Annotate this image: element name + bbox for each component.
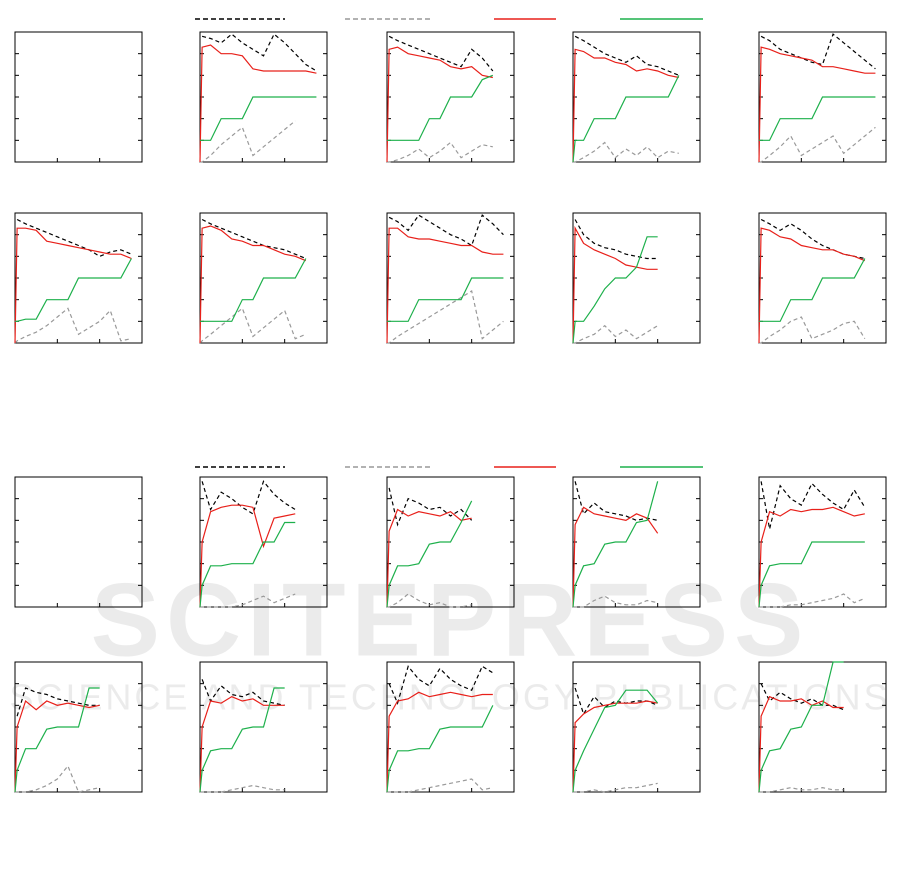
panel (386, 212, 515, 344)
series-line (759, 258, 866, 322)
series-line (201, 33, 317, 72)
series-line (387, 141, 493, 163)
series-line (199, 521, 296, 608)
series-line (386, 691, 493, 793)
series-line (386, 508, 472, 608)
series-line (386, 227, 504, 344)
series-line (573, 141, 679, 163)
series-line (199, 307, 307, 344)
series-line (572, 236, 658, 344)
series-line (758, 506, 865, 608)
series-line (199, 44, 317, 163)
panel (386, 31, 515, 163)
series-line (572, 689, 659, 793)
series-line (572, 506, 659, 608)
panel (572, 661, 701, 793)
series-line (758, 695, 844, 793)
plot-frame (572, 212, 701, 344)
series-line (200, 96, 317, 141)
watermark-subtitle: SCIENCE AND TECHNOLOGY PUBLICATIONS (9, 677, 890, 718)
panel (758, 661, 887, 793)
panel (199, 212, 328, 344)
series-line (573, 782, 658, 793)
panel (199, 31, 328, 163)
series-line (387, 778, 493, 793)
series-line (387, 277, 504, 322)
watermark-title: SCITEPRESS (91, 562, 810, 678)
panel (14, 476, 143, 608)
series-line (200, 784, 285, 793)
panel (199, 476, 328, 608)
series-line (386, 705, 494, 793)
series-line (572, 481, 659, 608)
series-line (200, 258, 307, 322)
panel (758, 476, 887, 608)
panel (386, 661, 515, 793)
panel (572, 476, 701, 608)
series-line (758, 46, 876, 163)
series-line (760, 218, 865, 260)
series-line (199, 225, 307, 344)
series-line (759, 96, 876, 141)
panel (199, 661, 328, 793)
series-line (388, 35, 494, 72)
series-line (388, 214, 504, 247)
series-line (574, 219, 658, 260)
series-line (14, 307, 132, 344)
series-line (387, 290, 504, 344)
series-line (388, 665, 494, 705)
panel (758, 31, 887, 163)
panel (14, 661, 143, 793)
series-line (758, 661, 844, 793)
series-line (200, 120, 296, 163)
panel (14, 31, 143, 163)
series-line (201, 218, 307, 260)
series-line (574, 35, 680, 76)
series-line (199, 504, 296, 608)
series-line (15, 258, 132, 322)
panel (758, 212, 887, 344)
series-line (759, 593, 866, 608)
series-line (199, 687, 285, 793)
series-line (759, 126, 876, 163)
series-line (387, 593, 472, 608)
series-line (758, 227, 866, 344)
series-line (760, 481, 866, 530)
series-line (758, 541, 865, 608)
series-line (573, 324, 658, 344)
series-line (572, 700, 658, 793)
series-line (572, 75, 680, 163)
series-line (759, 787, 844, 793)
plot-frame (14, 31, 143, 163)
panel (14, 212, 143, 344)
series-line (16, 218, 132, 258)
series-line (14, 227, 132, 344)
series-line (200, 593, 296, 608)
series-line (14, 687, 100, 793)
series-line (16, 687, 100, 717)
series-line (574, 481, 658, 521)
series-line (572, 48, 679, 163)
panel (386, 476, 515, 608)
panel (572, 212, 701, 344)
series-line (386, 500, 473, 608)
series-line (386, 46, 493, 163)
series-line (387, 74, 494, 141)
panel (572, 31, 701, 163)
series-line (573, 595, 658, 608)
series-line (388, 487, 473, 527)
series-line (572, 225, 658, 344)
